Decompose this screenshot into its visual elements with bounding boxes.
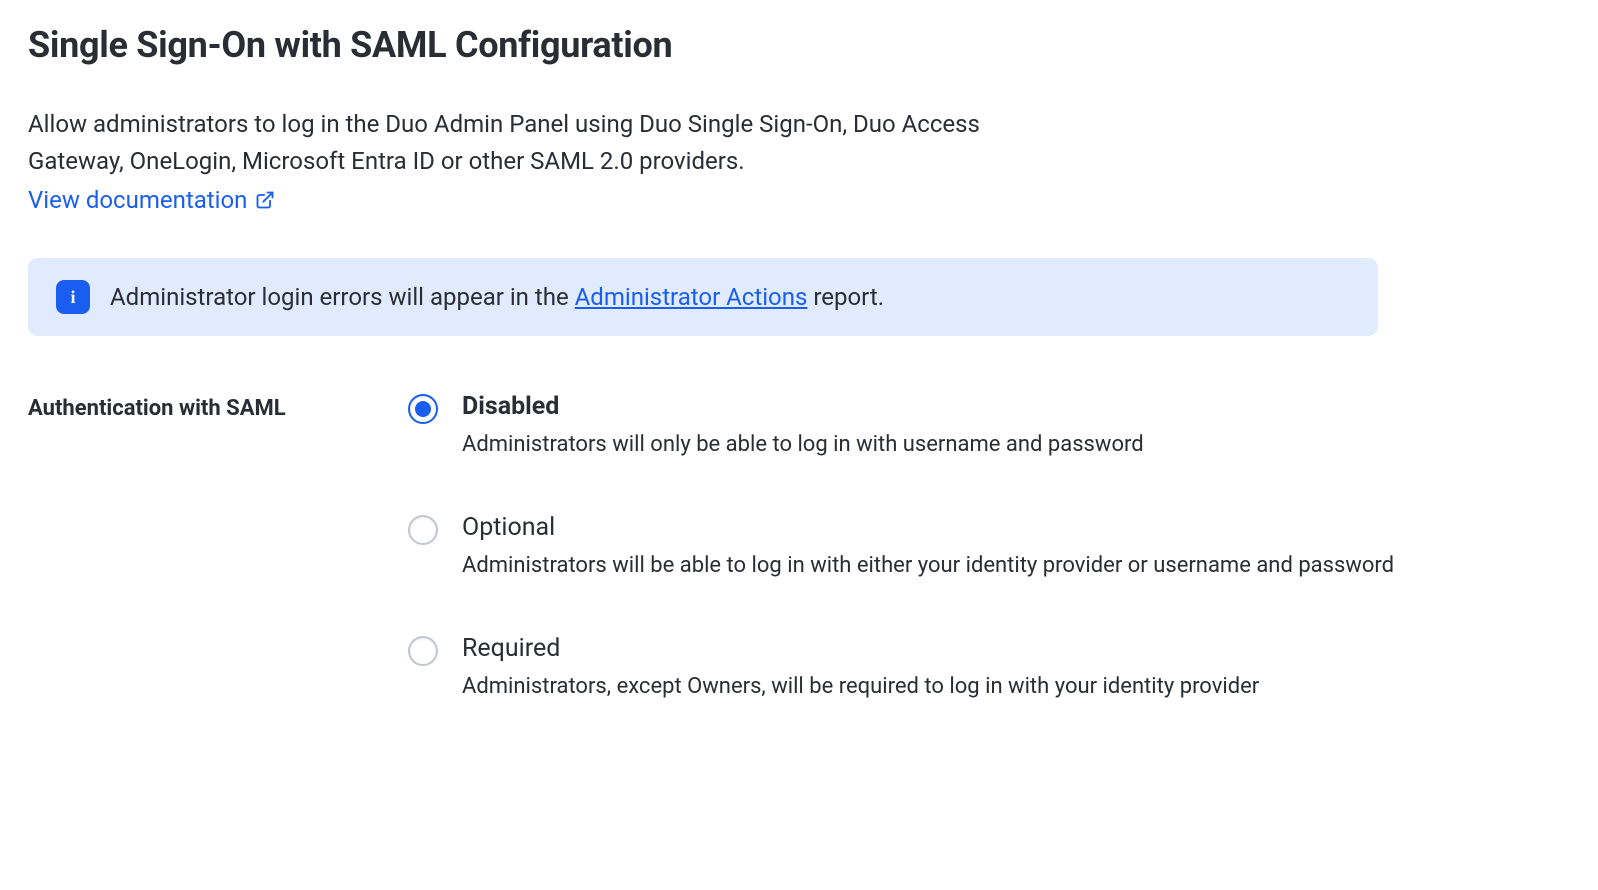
radio-input-optional[interactable] (408, 515, 438, 545)
radio-input-disabled[interactable] (408, 394, 438, 424)
radio-title-optional: Optional (462, 513, 1394, 543)
radio-option-optional[interactable]: Optional Administrators will be able to … (408, 513, 1394, 578)
info-prefix: Administrator login errors will appear i… (110, 283, 575, 311)
radio-title-disabled: Disabled (462, 392, 1144, 422)
view-documentation-link[interactable]: View documentation (28, 186, 275, 214)
radio-title-required: Required (462, 634, 1259, 664)
radio-option-required[interactable]: Required Administrators, except Owners, … (408, 634, 1394, 699)
page-title: Single Sign-On with SAML Configuration (28, 24, 1570, 66)
doc-link-label: View documentation (28, 186, 247, 214)
description-text: Allow administrators to log in the Duo A… (28, 106, 1028, 180)
radio-desc-required: Administrators, except Owners, will be r… (462, 674, 1259, 699)
info-banner: i Administrator login errors will appear… (28, 258, 1378, 336)
radio-input-required[interactable] (408, 636, 438, 666)
info-banner-text: Administrator login errors will appear i… (110, 283, 884, 311)
radio-option-disabled[interactable]: Disabled Administrators will only be abl… (408, 392, 1394, 457)
radio-desc-disabled: Administrators will only be able to log … (462, 432, 1144, 457)
external-link-icon (255, 190, 275, 210)
auth-saml-label: Authentication with SAML (28, 392, 328, 421)
info-icon: i (56, 280, 90, 314)
auth-saml-row: Authentication with SAML Disabled Admini… (28, 392, 1570, 699)
radio-desc-optional: Administrators will be able to log in wi… (462, 553, 1394, 578)
administrator-actions-link[interactable]: Administrator Actions (575, 283, 808, 311)
auth-saml-radio-group: Disabled Administrators will only be abl… (408, 392, 1394, 699)
info-suffix: report. (807, 283, 884, 311)
